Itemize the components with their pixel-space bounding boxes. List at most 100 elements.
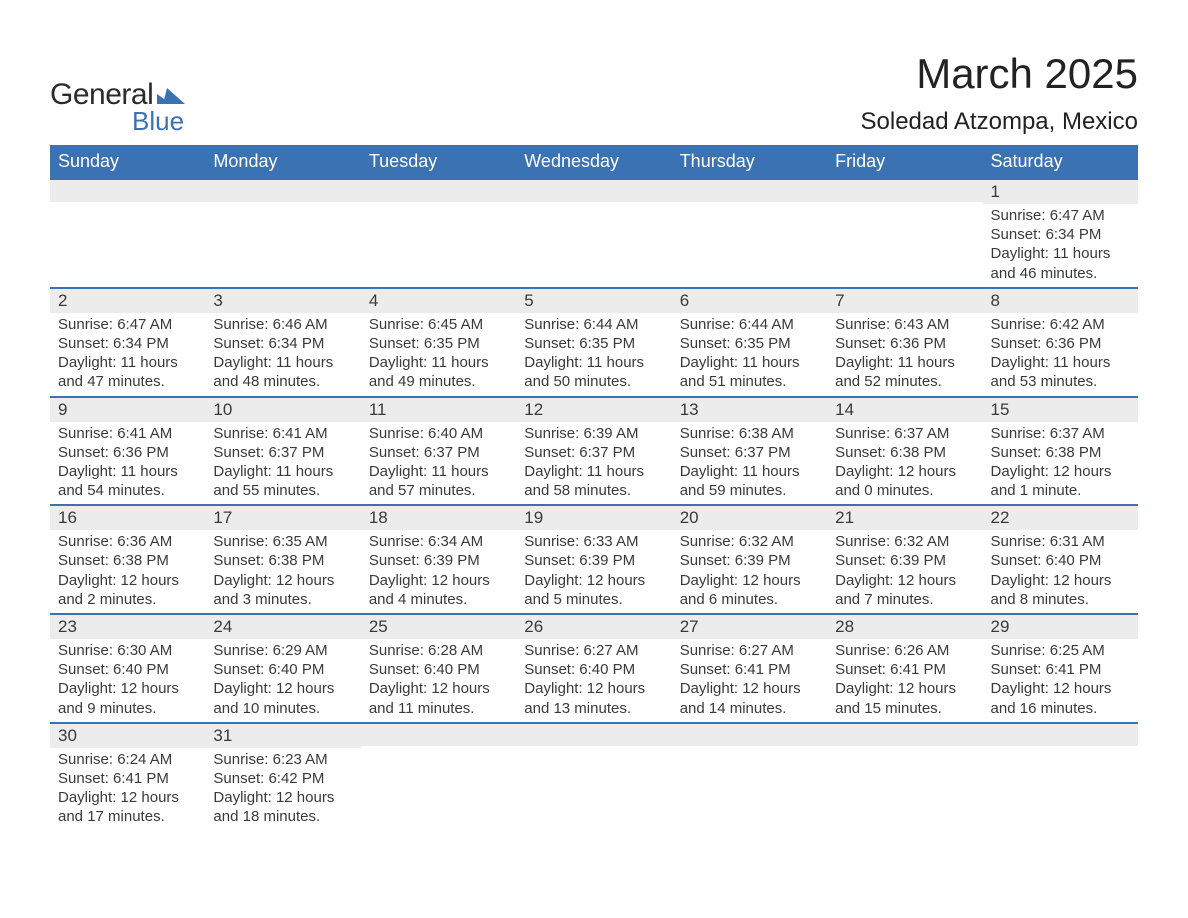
day-details bbox=[361, 202, 516, 208]
day-number bbox=[672, 180, 827, 202]
calendar-day-cell: 25Sunrise: 6:28 AMSunset: 6:40 PMDayligh… bbox=[361, 614, 516, 723]
daylight-text: Daylight: 11 hours and 59 minutes. bbox=[680, 462, 819, 500]
sunrise-text: Sunrise: 6:33 AM bbox=[524, 532, 663, 551]
calendar-header: SundayMondayTuesdayWednesdayThursdayFrid… bbox=[50, 145, 1138, 179]
day-number: 20 bbox=[672, 506, 827, 530]
sunset-text: Sunset: 6:34 PM bbox=[58, 334, 197, 353]
calendar-day-cell bbox=[827, 723, 982, 831]
daylight-text: Daylight: 12 hours and 0 minutes. bbox=[835, 462, 974, 500]
sunrise-text: Sunrise: 6:46 AM bbox=[213, 315, 352, 334]
calendar-body: 1Sunrise: 6:47 AMSunset: 6:34 PMDaylight… bbox=[50, 179, 1138, 831]
day-number: 4 bbox=[361, 289, 516, 313]
sunset-text: Sunset: 6:42 PM bbox=[213, 769, 352, 788]
calendar-day-cell bbox=[827, 179, 982, 288]
location-subtitle: Soledad Atzompa, Mexico bbox=[861, 108, 1139, 136]
calendar-day-cell bbox=[983, 723, 1138, 831]
day-number: 14 bbox=[827, 398, 982, 422]
calendar-day-cell: 21Sunrise: 6:32 AMSunset: 6:39 PMDayligh… bbox=[827, 505, 982, 614]
sunrise-text: Sunrise: 6:31 AM bbox=[991, 532, 1130, 551]
sunset-text: Sunset: 6:38 PM bbox=[835, 443, 974, 462]
weekday-header: Tuesday bbox=[361, 145, 516, 179]
sunset-text: Sunset: 6:40 PM bbox=[369, 660, 508, 679]
day-number: 8 bbox=[983, 289, 1138, 313]
sunset-text: Sunset: 6:39 PM bbox=[835, 551, 974, 570]
day-details: Sunrise: 6:38 AMSunset: 6:37 PMDaylight:… bbox=[672, 422, 827, 505]
calendar-day-cell: 16Sunrise: 6:36 AMSunset: 6:38 PMDayligh… bbox=[50, 505, 205, 614]
calendar-day-cell bbox=[516, 179, 671, 288]
sunset-text: Sunset: 6:34 PM bbox=[991, 225, 1130, 244]
daylight-text: Daylight: 11 hours and 54 minutes. bbox=[58, 462, 197, 500]
sunset-text: Sunset: 6:40 PM bbox=[524, 660, 663, 679]
calendar-day-cell: 24Sunrise: 6:29 AMSunset: 6:40 PMDayligh… bbox=[205, 614, 360, 723]
sunrise-text: Sunrise: 6:37 AM bbox=[991, 424, 1130, 443]
day-details: Sunrise: 6:42 AMSunset: 6:36 PMDaylight:… bbox=[983, 313, 1138, 396]
calendar-week-row: 23Sunrise: 6:30 AMSunset: 6:40 PMDayligh… bbox=[50, 614, 1138, 723]
sunset-text: Sunset: 6:38 PM bbox=[58, 551, 197, 570]
sunset-text: Sunset: 6:41 PM bbox=[991, 660, 1130, 679]
daylight-text: Daylight: 12 hours and 8 minutes. bbox=[991, 571, 1130, 609]
daylight-text: Daylight: 11 hours and 50 minutes. bbox=[524, 353, 663, 391]
day-details: Sunrise: 6:25 AMSunset: 6:41 PMDaylight:… bbox=[983, 639, 1138, 722]
calendar-day-cell: 1Sunrise: 6:47 AMSunset: 6:34 PMDaylight… bbox=[983, 179, 1138, 288]
daylight-text: Daylight: 12 hours and 1 minute. bbox=[991, 462, 1130, 500]
brand-blue-text: Blue bbox=[132, 106, 185, 137]
daylight-text: Daylight: 12 hours and 6 minutes. bbox=[680, 571, 819, 609]
calendar-day-cell: 12Sunrise: 6:39 AMSunset: 6:37 PMDayligh… bbox=[516, 397, 671, 506]
calendar-week-row: 2Sunrise: 6:47 AMSunset: 6:34 PMDaylight… bbox=[50, 288, 1138, 397]
calendar-day-cell: 26Sunrise: 6:27 AMSunset: 6:40 PMDayligh… bbox=[516, 614, 671, 723]
calendar-day-cell: 3Sunrise: 6:46 AMSunset: 6:34 PMDaylight… bbox=[205, 288, 360, 397]
calendar-day-cell: 19Sunrise: 6:33 AMSunset: 6:39 PMDayligh… bbox=[516, 505, 671, 614]
day-number: 5 bbox=[516, 289, 671, 313]
calendar-day-cell: 15Sunrise: 6:37 AMSunset: 6:38 PMDayligh… bbox=[983, 397, 1138, 506]
title-block: March 2025 Soledad Atzompa, Mexico bbox=[861, 50, 1139, 136]
sunset-text: Sunset: 6:38 PM bbox=[213, 551, 352, 570]
sunset-text: Sunset: 6:36 PM bbox=[991, 334, 1130, 353]
daylight-text: Daylight: 12 hours and 9 minutes. bbox=[58, 679, 197, 717]
sunset-text: Sunset: 6:38 PM bbox=[991, 443, 1130, 462]
sunset-text: Sunset: 6:37 PM bbox=[524, 443, 663, 462]
sunrise-text: Sunrise: 6:29 AM bbox=[213, 641, 352, 660]
sunset-text: Sunset: 6:35 PM bbox=[369, 334, 508, 353]
day-number bbox=[361, 180, 516, 202]
day-number: 19 bbox=[516, 506, 671, 530]
calendar-day-cell: 22Sunrise: 6:31 AMSunset: 6:40 PMDayligh… bbox=[983, 505, 1138, 614]
day-details: Sunrise: 6:35 AMSunset: 6:38 PMDaylight:… bbox=[205, 530, 360, 613]
calendar-day-cell bbox=[516, 723, 671, 831]
day-number: 1 bbox=[983, 180, 1138, 204]
daylight-text: Daylight: 11 hours and 55 minutes. bbox=[213, 462, 352, 500]
calendar-week-row: 16Sunrise: 6:36 AMSunset: 6:38 PMDayligh… bbox=[50, 505, 1138, 614]
weekday-header: Wednesday bbox=[516, 145, 671, 179]
sunset-text: Sunset: 6:40 PM bbox=[213, 660, 352, 679]
sunrise-text: Sunrise: 6:37 AM bbox=[835, 424, 974, 443]
calendar-week-row: 30Sunrise: 6:24 AMSunset: 6:41 PMDayligh… bbox=[50, 723, 1138, 831]
day-number bbox=[516, 180, 671, 202]
sunset-text: Sunset: 6:37 PM bbox=[680, 443, 819, 462]
sunset-text: Sunset: 6:39 PM bbox=[524, 551, 663, 570]
day-details bbox=[983, 746, 1138, 752]
day-details: Sunrise: 6:31 AMSunset: 6:40 PMDaylight:… bbox=[983, 530, 1138, 613]
daylight-text: Daylight: 11 hours and 58 minutes. bbox=[524, 462, 663, 500]
day-details: Sunrise: 6:33 AMSunset: 6:39 PMDaylight:… bbox=[516, 530, 671, 613]
calendar-day-cell bbox=[205, 179, 360, 288]
day-details: Sunrise: 6:40 AMSunset: 6:37 PMDaylight:… bbox=[361, 422, 516, 505]
day-details: Sunrise: 6:32 AMSunset: 6:39 PMDaylight:… bbox=[672, 530, 827, 613]
day-number: 28 bbox=[827, 615, 982, 639]
day-number: 29 bbox=[983, 615, 1138, 639]
calendar-day-cell: 5Sunrise: 6:44 AMSunset: 6:35 PMDaylight… bbox=[516, 288, 671, 397]
daylight-text: Daylight: 11 hours and 48 minutes. bbox=[213, 353, 352, 391]
sunrise-text: Sunrise: 6:36 AM bbox=[58, 532, 197, 551]
sunset-text: Sunset: 6:40 PM bbox=[58, 660, 197, 679]
sunset-text: Sunset: 6:39 PM bbox=[680, 551, 819, 570]
day-details: Sunrise: 6:46 AMSunset: 6:34 PMDaylight:… bbox=[205, 313, 360, 396]
calendar-day-cell: 18Sunrise: 6:34 AMSunset: 6:39 PMDayligh… bbox=[361, 505, 516, 614]
day-details: Sunrise: 6:37 AMSunset: 6:38 PMDaylight:… bbox=[983, 422, 1138, 505]
sunset-text: Sunset: 6:35 PM bbox=[524, 334, 663, 353]
day-number bbox=[50, 180, 205, 202]
sunrise-text: Sunrise: 6:41 AM bbox=[58, 424, 197, 443]
sunrise-text: Sunrise: 6:23 AM bbox=[213, 750, 352, 769]
sunrise-text: Sunrise: 6:47 AM bbox=[991, 206, 1130, 225]
sunset-text: Sunset: 6:34 PM bbox=[213, 334, 352, 353]
day-number: 17 bbox=[205, 506, 360, 530]
day-number: 23 bbox=[50, 615, 205, 639]
calendar-day-cell: 10Sunrise: 6:41 AMSunset: 6:37 PMDayligh… bbox=[205, 397, 360, 506]
